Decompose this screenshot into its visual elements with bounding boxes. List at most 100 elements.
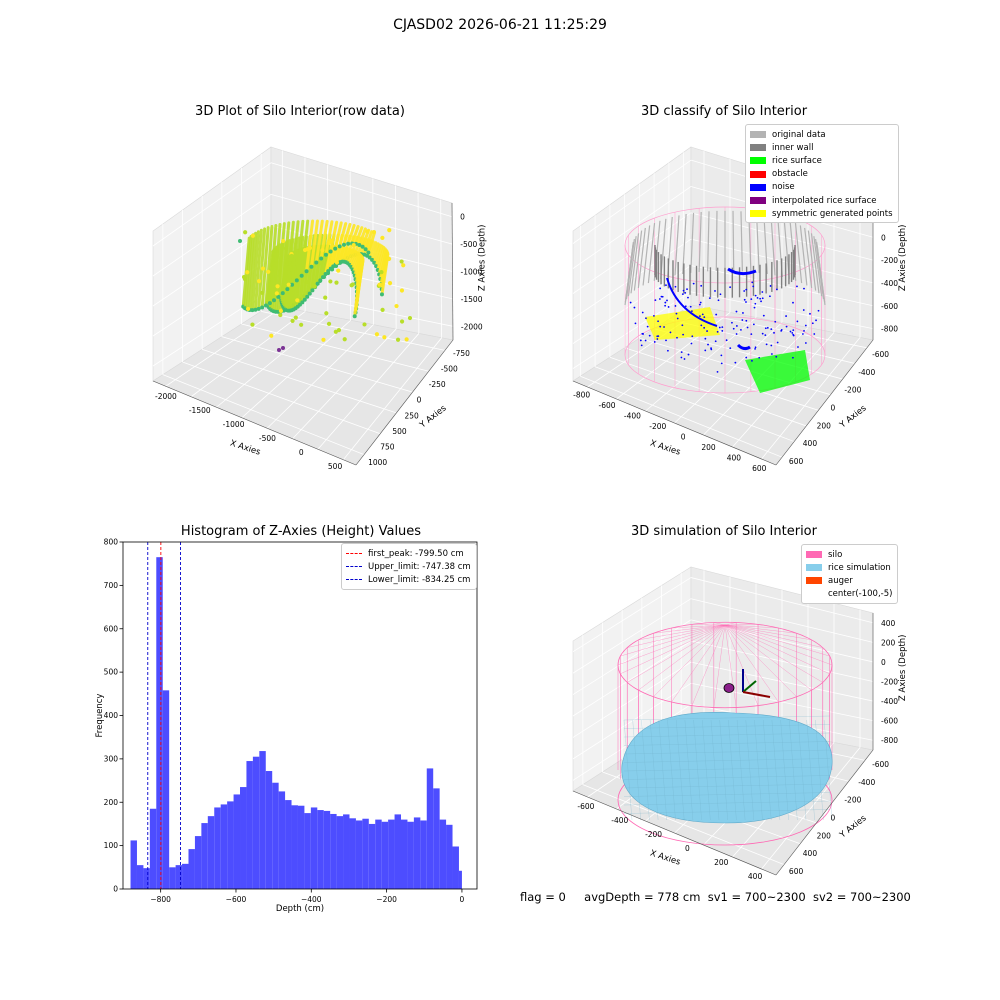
raw-point [295,298,300,303]
noise-point [707,343,709,346]
histogram-bar [175,865,183,889]
raw-point [314,260,319,265]
grid-line [690,682,874,722]
raw-point [407,315,413,321]
legend-label: symmetric generated points [772,208,893,219]
raw-point [362,322,367,327]
histogram-bar [349,818,356,889]
grid-line [221,336,413,393]
silo-wire [627,624,726,683]
silo-wire [724,624,779,629]
noise-point [770,328,773,330]
noise-point [770,344,773,347]
legend-line [346,553,362,555]
grid-line [216,315,329,408]
grid-line [241,323,429,372]
inner-wall-point [642,225,651,286]
noise-point [675,312,678,315]
noise-point [729,347,732,350]
noise-point [743,298,746,301]
noise-point [809,312,811,315]
raw-point [371,229,377,235]
raw-point [302,297,307,302]
raw-point-band [336,246,346,265]
noise-point [687,353,690,356]
raw-point [267,301,272,306]
rice-grid-line [771,719,781,821]
histogram-bar [297,805,305,889]
legend-entry: Upper_limit: -747.38 cm [346,560,471,573]
inner-wall-point [815,238,825,300]
noise-point [804,324,807,327]
raw-point-band [364,230,374,251]
inner-wall-point [627,236,637,297]
sv1-text: sv1 = 700~2300 [707,890,806,904]
raw-point [294,278,299,283]
noise-point [666,277,718,327]
rice-grid-line [806,719,815,821]
noise-point [785,325,788,328]
grid-line [152,162,272,247]
x-tick-label: -500 [259,434,276,443]
raw-point [379,292,384,297]
histogram-bar [336,816,344,889]
noise-point [699,315,701,318]
y-axis-line [775,749,874,876]
histogram-bar [401,819,408,889]
raw-point [351,243,356,248]
rice-grid-line [745,719,754,821]
legend-entry: first_peak: -799.50 cm [346,547,471,560]
histogram-bar [452,846,459,889]
raw-point [404,337,409,342]
grid-line [292,328,397,440]
histogram-bar [136,865,144,889]
raw-point-band [349,251,359,269]
classify-point-cloud [624,206,826,394]
noise-point [775,288,778,291]
noise-point [769,295,771,298]
raw-point [387,228,392,233]
raw-point [312,284,317,289]
grid-line [317,333,420,450]
raw-plot-title: 3D Plot of Silo Interior(row data) [195,104,405,119]
histogram-bar [458,870,462,889]
histogram-bar [265,771,273,889]
legend-entry: obstacle [750,168,893,181]
raw-point-cloud [238,219,413,352]
raw-point [263,303,268,308]
x-tick-label: 0 [299,448,304,457]
legend-label: rice surface [772,155,822,166]
silo-wire [671,624,726,703]
y-tick-label: 100 [104,841,119,850]
raw-point-band [348,250,358,267]
z-axis-label: Z Axies (Depth) [898,224,908,291]
x-axis-label: X Axies [649,848,682,867]
noise-point [817,309,820,312]
raw-point [250,308,255,313]
noise-point [745,356,748,359]
noise-point [654,299,657,301]
histogram-bar [394,814,402,889]
raw-point [283,246,289,251]
noise-point [692,282,695,285]
raw-point-band [276,222,286,299]
raw-point [320,248,325,253]
noise-point [769,285,772,287]
grid-line [690,661,874,702]
noise-point [715,313,718,316]
y-tick-label: 500 [392,427,407,436]
histogram-bar [285,800,292,889]
inner-wall-point [804,227,813,288]
legend-label: inner wall [772,142,814,153]
raw-point [318,278,323,283]
rice-grid-line [823,719,833,821]
histogram-bar [252,756,260,889]
y-tick-label: 400 [803,849,818,858]
inner-wall-point [625,238,635,300]
noise-point [721,330,724,332]
raw-point-band [264,225,274,308]
noise-point [686,288,688,291]
legend-entry: noise [750,181,893,194]
rice-grid-line [623,719,633,821]
y-tick-label: -250 [429,380,446,389]
